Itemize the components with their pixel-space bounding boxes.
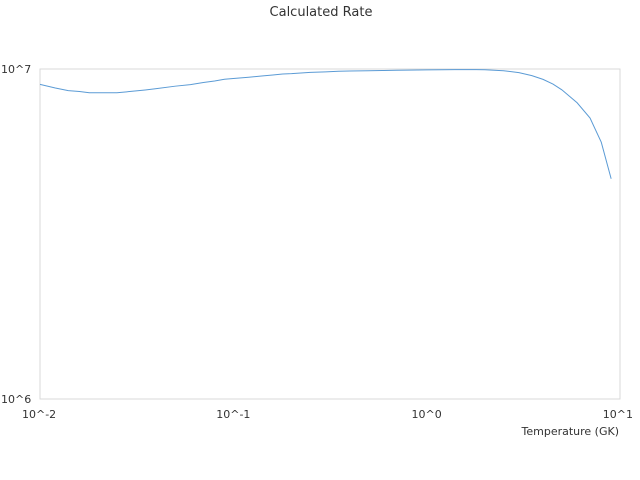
chart-title: Calculated Rate: [270, 5, 373, 20]
y-tick-label: 10^7: [1, 63, 31, 76]
x-tick-labels: 10^-2 10^-1 10^0 10^1: [22, 408, 633, 421]
x-axis-label: Temperature (GK): [521, 425, 620, 438]
y-tick-label: 10^6: [1, 393, 31, 406]
x-tick-label: 10^0: [412, 408, 442, 421]
plot-area-frame: [39, 68, 621, 400]
y-tick-labels: 10^6 10^7: [1, 63, 31, 406]
x-tick-label: 10^1: [603, 408, 633, 421]
x-tick-label: 10^-2: [22, 408, 56, 421]
series-group: [39, 69, 612, 179]
x-tick-label: 10^-1: [216, 408, 250, 421]
series-line: [39, 69, 612, 179]
